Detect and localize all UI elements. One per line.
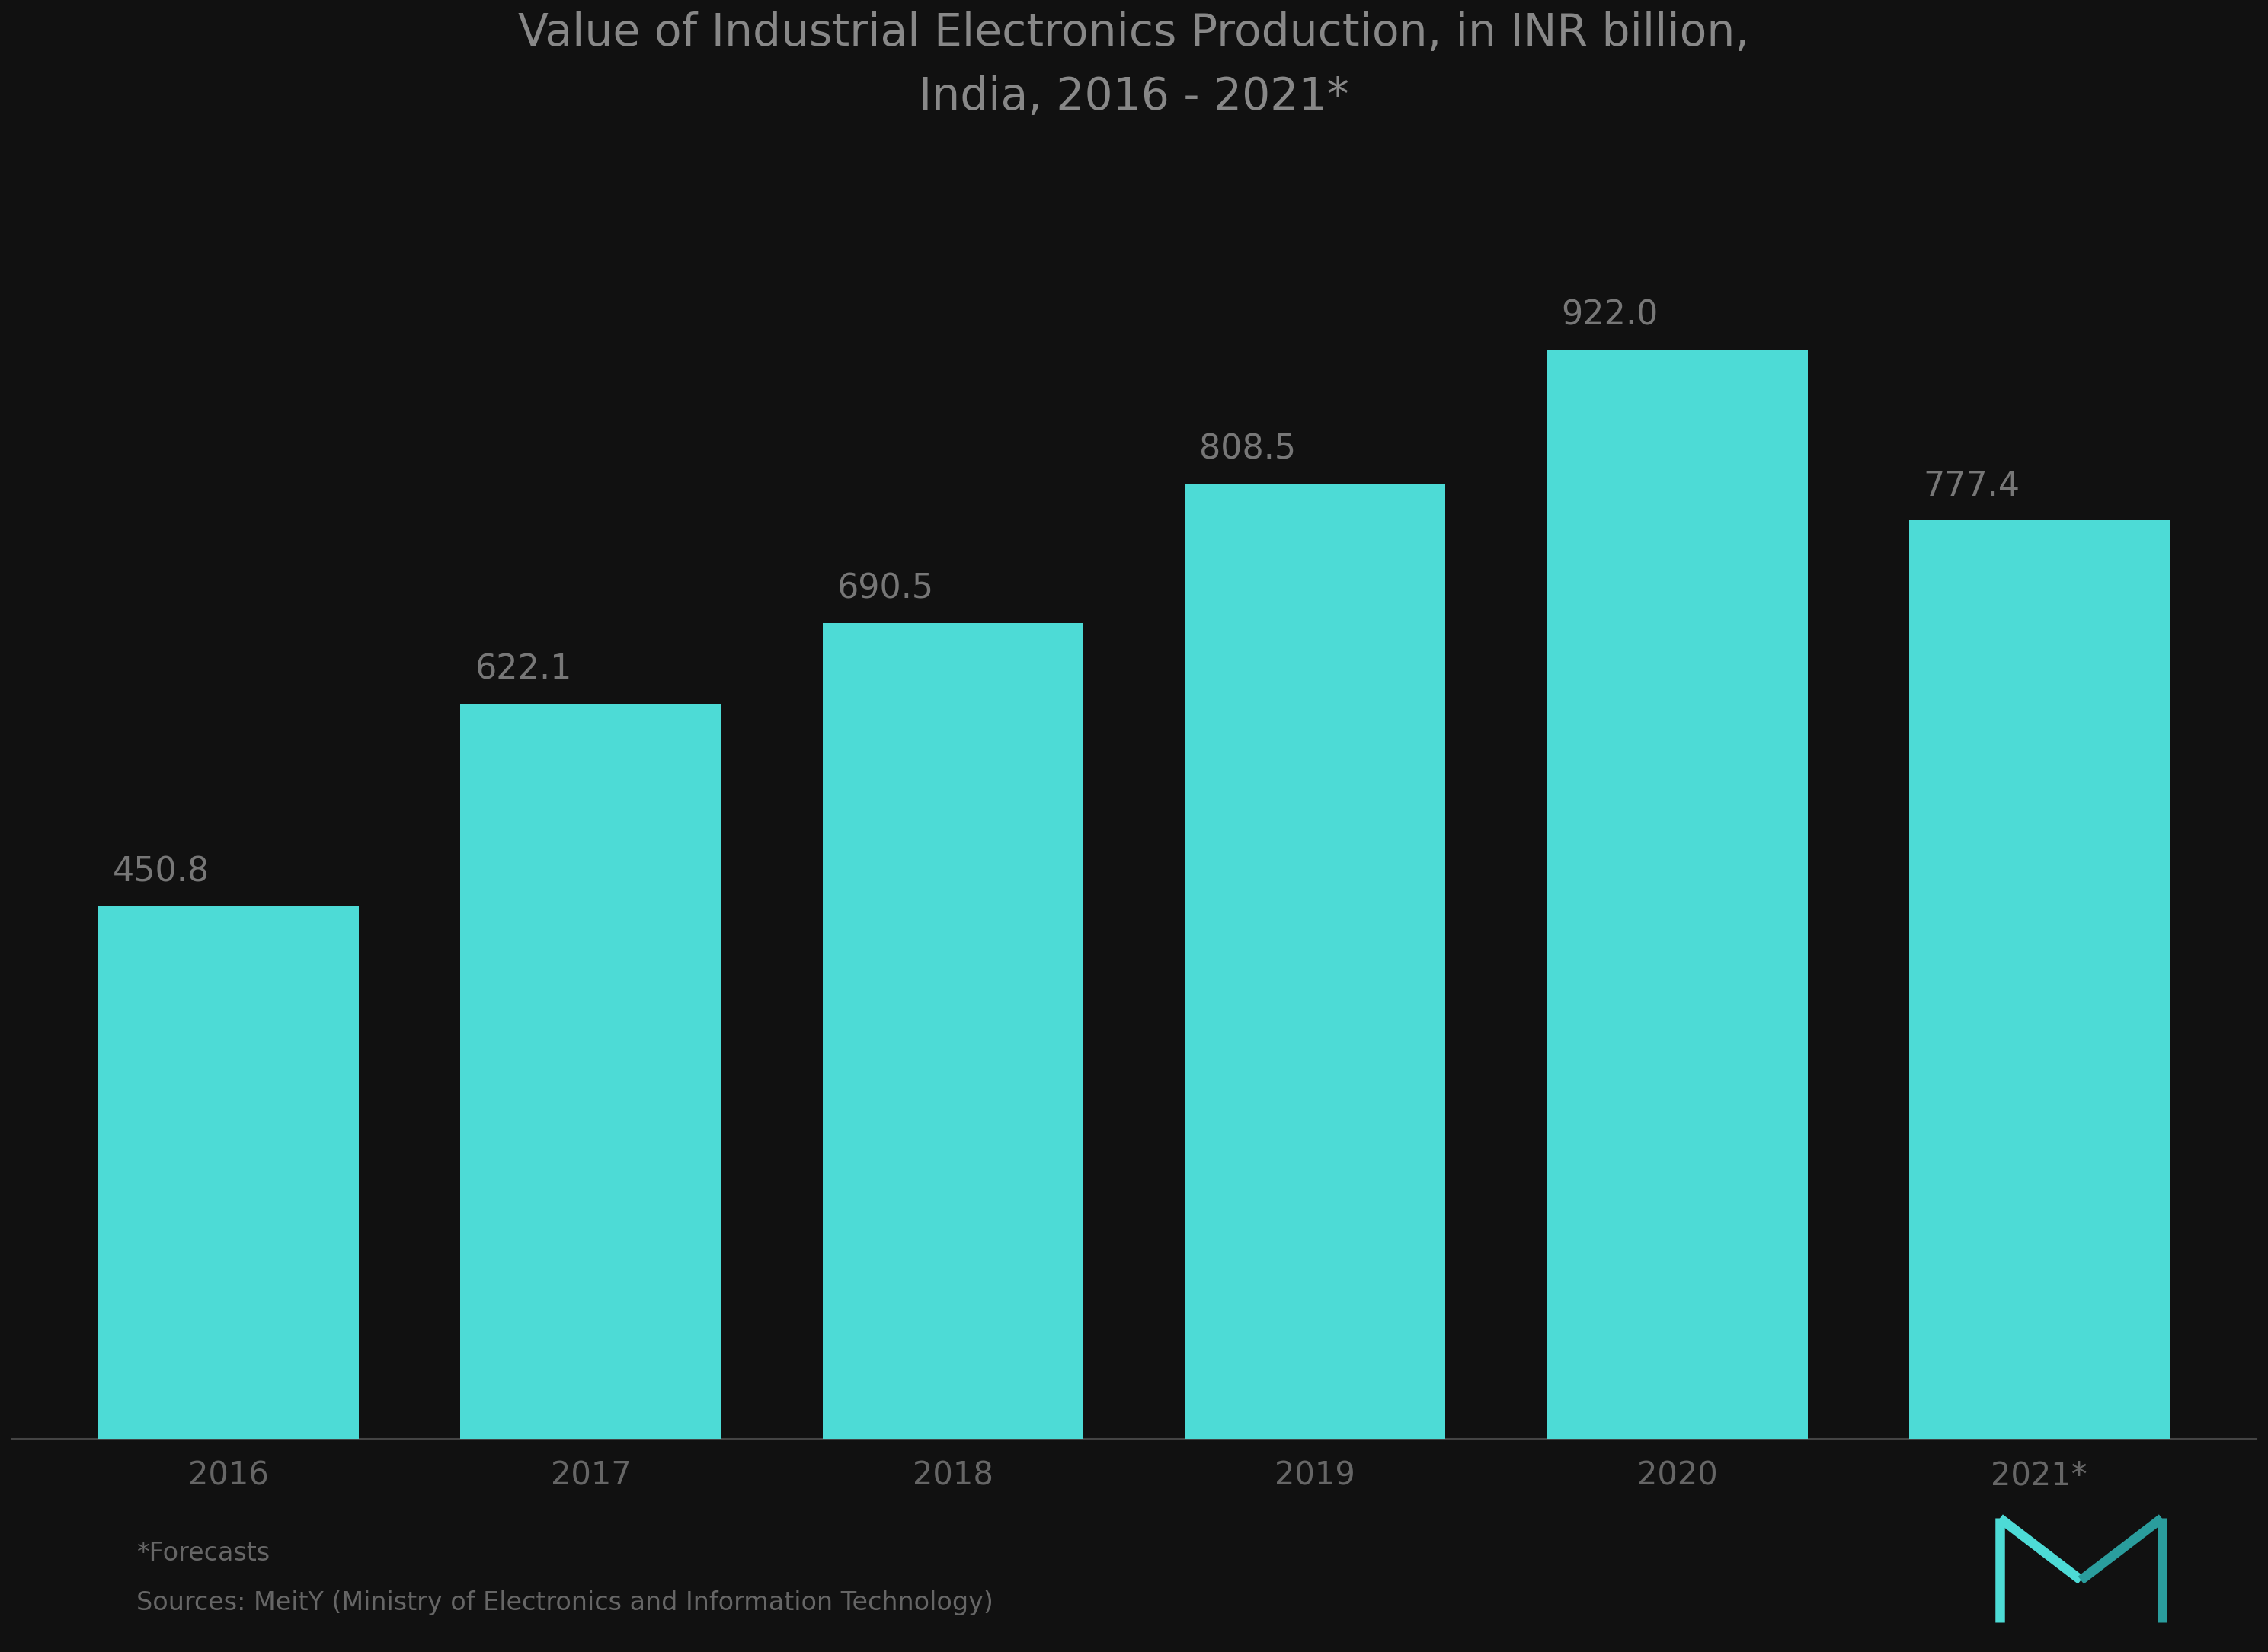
Title: Value of Industrial Electronics Production, in INR billion,
India, 2016 - 2021*: Value of Industrial Electronics Producti… <box>519 12 1749 119</box>
Text: 622.1: 622.1 <box>474 653 572 686</box>
Bar <box>1547 349 1808 1439</box>
Bar <box>98 905 358 1439</box>
Text: *Forecasts: *Forecasts <box>136 1541 270 1566</box>
Bar <box>1184 484 1445 1439</box>
Text: Sources: MeitY (Ministry of Electronics and Information Technology): Sources: MeitY (Ministry of Electronics … <box>136 1591 993 1616</box>
Bar <box>823 623 1084 1439</box>
Text: 450.8: 450.8 <box>113 856 209 889</box>
Bar <box>1910 520 2170 1439</box>
Text: 922.0: 922.0 <box>1560 299 1658 332</box>
Text: 777.4: 777.4 <box>1923 469 2021 502</box>
Text: 808.5: 808.5 <box>1200 433 1295 466</box>
Text: 690.5: 690.5 <box>837 572 934 605</box>
Bar <box>460 704 721 1439</box>
